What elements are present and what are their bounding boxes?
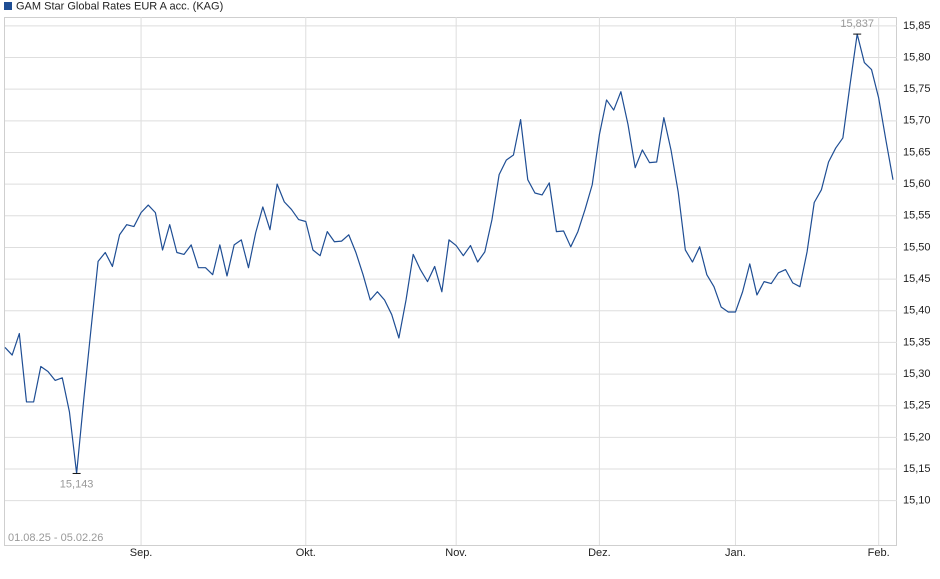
y-tick-label: 15,75 — [903, 83, 931, 95]
y-tick-label: 15,55 — [903, 210, 931, 222]
x-tick-label: Okt. — [296, 547, 316, 559]
y-tick-label: 15,35 — [903, 336, 931, 348]
y-tick-label: 15,45 — [903, 273, 931, 285]
x-tick-label: Feb. — [868, 547, 890, 559]
y-tick-label: 15,80 — [903, 51, 931, 63]
value-label: 15,143 — [60, 478, 94, 490]
y-tick-label: 15,50 — [903, 241, 931, 253]
y-tick-label: 15,85 — [903, 20, 931, 32]
chart-title: GAM Star Global Rates EUR A acc. (KAG) — [16, 0, 223, 12]
y-tick-label: 15,15 — [903, 463, 931, 475]
x-tick-label: Jan. — [725, 547, 746, 559]
x-tick-label: Sep. — [130, 547, 153, 559]
x-tick-label: Nov. — [445, 547, 467, 559]
y-tick-label: 15,30 — [903, 368, 931, 380]
plot-frame — [4, 17, 897, 546]
y-tick-label: 15,10 — [903, 495, 931, 507]
y-tick-label: 15,65 — [903, 146, 931, 158]
x-tick-label: Dez. — [588, 547, 611, 559]
y-tick-label: 15,40 — [903, 305, 931, 317]
value-label: 15,837 — [840, 18, 874, 30]
date-range: 01.08.25 - 05.02.26 — [8, 532, 103, 544]
y-tick-label: 15,25 — [903, 400, 931, 412]
y-tick-label: 15,20 — [903, 431, 931, 443]
series-line — [4, 33, 894, 475]
y-tick-label: 15,70 — [903, 115, 931, 127]
legend-swatch — [4, 2, 12, 10]
y-tick-label: 15,60 — [903, 178, 931, 190]
